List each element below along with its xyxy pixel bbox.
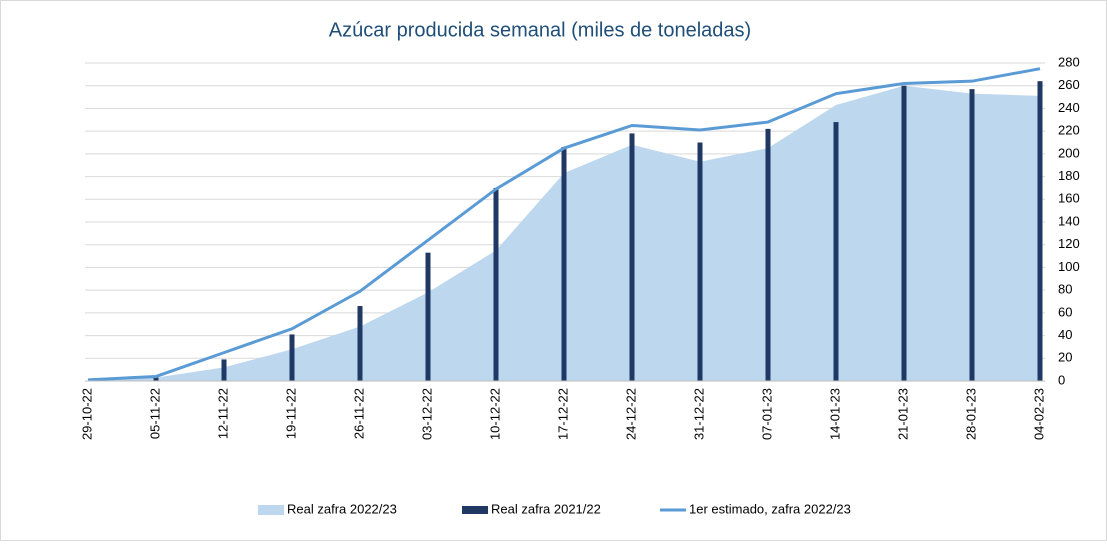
y-tick-label: 240 <box>1058 100 1080 115</box>
x-tick-label: 05-11-22 <box>147 388 162 439</box>
bar <box>357 306 363 381</box>
bar <box>1037 81 1043 382</box>
bar <box>493 187 499 381</box>
y-tick-label: 280 <box>1058 54 1080 69</box>
legend-swatch <box>462 506 488 514</box>
bar <box>697 142 703 381</box>
chart-title: Azúcar producida semanal (miles de tonel… <box>329 19 751 41</box>
legend-label: Real zafra 2022/23 <box>287 501 397 516</box>
y-tick-label: 180 <box>1058 168 1080 183</box>
legend-label: 1er estimado, zafra 2022/23 <box>689 501 851 516</box>
x-tick-label: 31-12-22 <box>691 388 706 440</box>
y-tick-label: 200 <box>1058 145 1080 160</box>
x-tick-label: 19-11-22 <box>283 388 298 439</box>
bar <box>765 128 771 381</box>
bar <box>425 252 431 381</box>
x-tick-label: 26-11-22 <box>351 388 366 439</box>
y-tick-label: 80 <box>1058 282 1072 297</box>
line <box>87 67 1041 382</box>
y-tick-label: 40 <box>1058 327 1072 342</box>
y-tick-label: 0 <box>1058 372 1065 387</box>
x-tick-label: 29-10-22 <box>79 388 94 440</box>
y-tick-label: 140 <box>1058 213 1080 228</box>
bar <box>289 334 295 381</box>
bar <box>153 377 159 381</box>
y-tick-label: 120 <box>1058 236 1080 251</box>
bar <box>969 89 975 381</box>
x-tick-label: 14-01-23 <box>827 388 842 440</box>
x-tick-label: 12-11-22 <box>215 388 230 439</box>
x-tick-label: 24-12-22 <box>623 388 638 440</box>
legend-label: Real zafra 2021/22 <box>491 501 601 516</box>
y-tick-label: 100 <box>1058 259 1080 274</box>
x-tick-label: 10-12-22 <box>487 388 502 440</box>
bar <box>629 133 635 381</box>
bar <box>833 122 839 382</box>
x-tick-label: 07-01-23 <box>759 388 774 440</box>
bar <box>901 85 907 381</box>
y-tick-label: 20 <box>1058 350 1072 365</box>
x-tick-label: 17-12-22 <box>555 388 570 440</box>
bar <box>221 359 227 381</box>
x-tick-label: 28-01-23 <box>963 388 978 440</box>
y-tick-label: 160 <box>1058 191 1080 206</box>
y-tick-label: 220 <box>1058 123 1080 138</box>
x-tick-label: 04-02-23 <box>1031 388 1046 440</box>
bar <box>561 147 567 381</box>
legend-swatch <box>258 505 284 515</box>
y-tick-label: 60 <box>1058 304 1072 319</box>
y-tick-label: 260 <box>1058 77 1080 92</box>
x-tick-label: 03-12-22 <box>419 388 434 440</box>
x-tick-label: 21-01-23 <box>895 388 910 440</box>
